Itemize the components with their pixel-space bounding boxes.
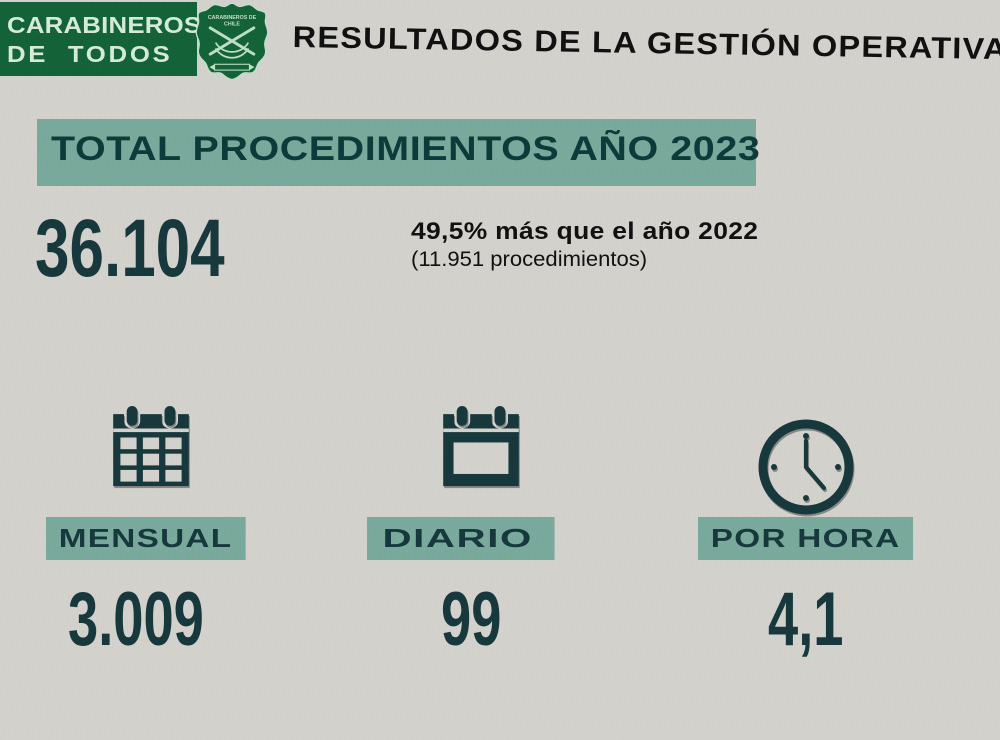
svg-text:CARABINEROS DE: CARABINEROS DE [208,15,257,21]
svg-text:CHILE: CHILE [224,22,240,28]
